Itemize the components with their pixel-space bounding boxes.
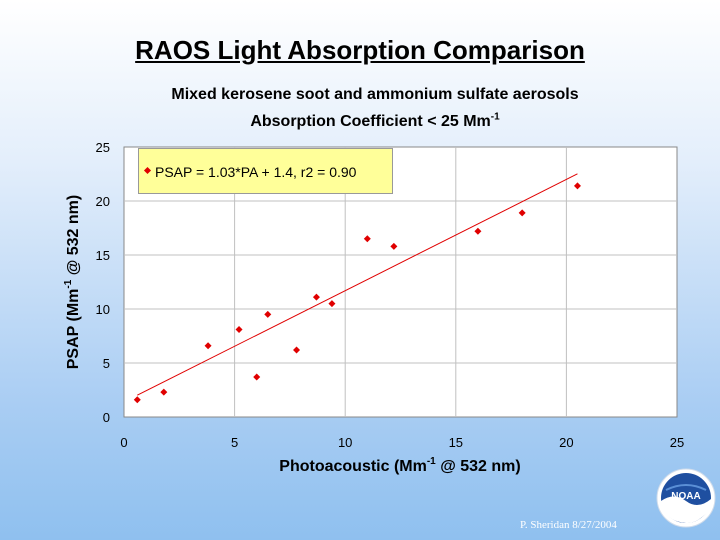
slide-title: RAOS Light Absorption Comparison <box>135 35 585 65</box>
data-point <box>573 182 581 190</box>
regression-line <box>137 173 578 396</box>
data-points <box>133 182 581 404</box>
x-axis-label-text: Photoacoustic (Mm <box>279 458 427 475</box>
y-axis-label-sup: -1 <box>63 279 74 288</box>
x-tick-label: 0 <box>120 435 127 450</box>
data-point <box>204 342 212 350</box>
chart-legend: PSAP = 1.03*PA + 1.4, r2 = 0.90 <box>138 148 393 194</box>
chart-subtitle-line1: Mixed kerosene soot and ammonium sulfate… <box>171 86 579 103</box>
data-point <box>474 227 482 235</box>
data-point <box>253 373 261 381</box>
subtitle-text: Absorption Coefficient < 25 Mm <box>250 113 491 130</box>
x-axis-label: Photoacoustic (Mm-1 @ 532 nm) <box>279 456 520 475</box>
y-tick-label: 5 <box>103 356 110 371</box>
data-point <box>312 293 320 301</box>
author-credit: P. Sheridan 8/27/2004 <box>520 519 617 531</box>
x-axis-label-unit: @ 532 nm) <box>436 458 521 475</box>
data-point <box>293 346 301 354</box>
legend-entry: PSAP = 1.03*PA + 1.4, r2 = 0.90 <box>155 164 357 180</box>
data-point <box>518 209 526 217</box>
chart-subtitle-line2: Absorption Coefficient < 25 Mm-1 <box>0 111 720 131</box>
x-tick-labels: 0 5 10 15 20 25 <box>120 435 684 450</box>
data-point <box>328 300 336 308</box>
data-point <box>235 326 243 334</box>
y-axis-label-unit: @ 532 nm) <box>65 195 82 280</box>
y-tick-label: 15 <box>96 248 110 263</box>
x-tick-label: 20 <box>559 435 573 450</box>
data-point <box>133 396 141 404</box>
x-axis-label-sup: -1 <box>427 456 436 467</box>
data-point <box>160 388 168 396</box>
x-tick-label: 5 <box>231 435 238 450</box>
x-tick-label: 10 <box>338 435 352 450</box>
data-point <box>363 235 371 243</box>
y-axis-label: PSAP (Mm-1 @ 532 nm) <box>63 195 82 369</box>
y-tick-labels: 0 5 10 15 20 25 <box>96 140 110 425</box>
legend-marker <box>143 166 152 175</box>
y-tick-label: 10 <box>96 302 110 317</box>
noaa-logo-text: NOAA <box>671 491 700 502</box>
noaa-logo: NOAA <box>656 468 716 528</box>
data-point <box>390 242 398 250</box>
y-tick-label: 25 <box>96 140 110 155</box>
x-tick-label: 25 <box>670 435 684 450</box>
x-tick-label: 15 <box>449 435 463 450</box>
y-tick-label: 0 <box>103 410 110 425</box>
subtitle-superscript: -1 <box>490 111 500 123</box>
y-tick-label: 20 <box>96 194 110 209</box>
data-point <box>264 310 272 318</box>
y-axis-label-text: PSAP (Mm <box>65 289 82 370</box>
